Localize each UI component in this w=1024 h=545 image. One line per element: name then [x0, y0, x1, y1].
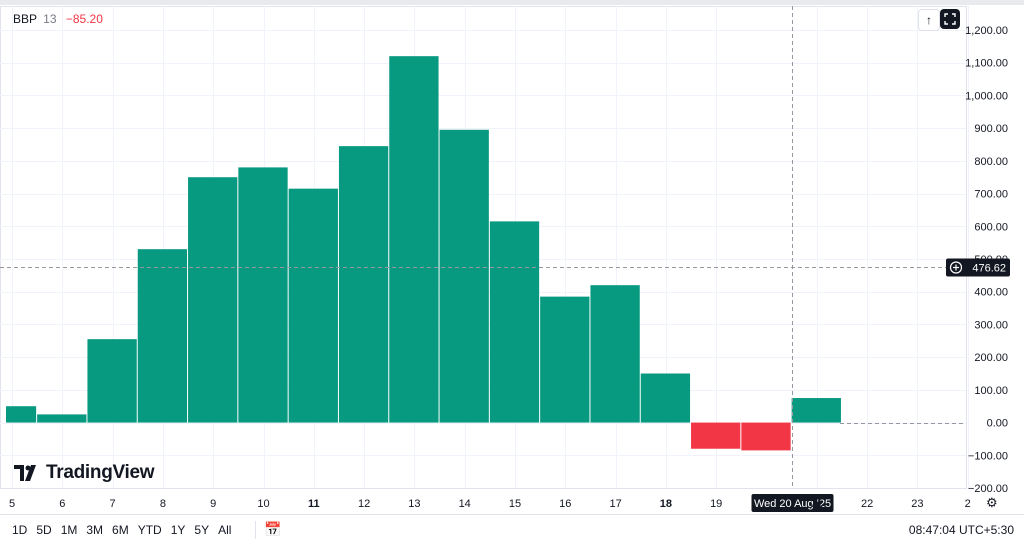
x-tick-label: 6	[59, 498, 65, 510]
range-button-1m[interactable]: 1M	[60, 523, 78, 537]
x-tick-label: 13	[408, 498, 420, 510]
histogram-bar	[439, 129, 489, 423]
arrow-up-icon: ↑	[926, 13, 932, 27]
y-tick-label: 400.00	[974, 287, 1008, 299]
y-tick-label: 0.00	[987, 418, 1008, 430]
x-tick-label: 11	[308, 498, 320, 510]
histogram-bar	[288, 188, 338, 423]
x-tick-label: 19	[710, 498, 722, 510]
y-tick-label: 1,200.00	[965, 25, 1008, 37]
legend-period: 13	[43, 12, 57, 26]
histogram-bar	[6, 406, 37, 423]
histogram-bar	[640, 373, 691, 423]
y-tick-label: 500.00	[974, 254, 1008, 266]
crosshair-price-label: 476.62	[972, 263, 1006, 275]
x-tick-label: 7	[110, 498, 116, 510]
x-tick-label: 23	[911, 498, 923, 510]
calendar-range-icon[interactable]: 📅	[264, 521, 282, 537]
legend-symbol: BBP	[13, 12, 37, 26]
histogram-bar	[188, 177, 238, 423]
range-button-3m[interactable]: 3M	[86, 523, 104, 537]
y-tick-label: −200.00	[968, 483, 1008, 495]
crosshair-date-box	[751, 494, 834, 512]
clock-timezone[interactable]: 08:47:04 UTC+5:30	[908, 523, 1014, 537]
y-tick-label: 100.00	[974, 385, 1008, 397]
y-axis[interactable]: −200.00 −100.00 0.00 100.00 200.00 300.00 400.…	[965, 25, 1008, 495]
tradingview-logo[interactable]: TradingView	[14, 462, 155, 484]
x-tick-label: 5	[9, 498, 15, 510]
crosshair-date-label: Wed 20 Aug '25	[754, 498, 831, 510]
histogram-bar	[37, 414, 87, 423]
x-tick-label: 10	[257, 498, 269, 510]
gear-icon[interactable]: ⚙	[986, 495, 998, 510]
bottom-toolbar: 1D 5D 1M 3M 6M YTD 1Y 5Y All 📅 08:47:04 UTC+5:30	[0, 514, 1024, 545]
x-tick-label: 8	[160, 498, 166, 510]
range-button-1y[interactable]: 1Y	[170, 523, 186, 537]
y-tick-label: 1,100.00	[965, 58, 1008, 70]
range-button-6m[interactable]: 6M	[112, 523, 129, 537]
y-tick-label: 1,000.00	[965, 90, 1008, 102]
range-button-all[interactable]: All	[218, 523, 232, 537]
y-tick-label: −100.00	[968, 450, 1008, 462]
fullscreen-button[interactable]	[940, 9, 960, 29]
plot-border	[0, 6, 967, 489]
y-tick-label: 800.00	[974, 156, 1008, 168]
date-range-buttons: 1D 5D 1M 3M 6M YTD 1Y 5Y All	[12, 523, 240, 537]
y-tick-label: 600.00	[974, 221, 1008, 233]
histogram-bar	[590, 285, 640, 423]
x-tick-label: 9	[210, 498, 216, 510]
toolbar-divider	[255, 521, 256, 539]
histogram-bar	[238, 167, 288, 423]
y-tick-label: 900.00	[974, 123, 1008, 135]
add-plus-icon	[949, 261, 963, 274]
x-tick-label: 14	[459, 498, 471, 510]
logo-text: TradingView	[46, 462, 155, 483]
y-tick-label: 300.00	[974, 319, 1008, 331]
histogram-bar	[691, 422, 741, 449]
histogram-bar	[540, 296, 590, 423]
overlays: 476.62 Wed 20 Aug '25	[0, 6, 1010, 512]
indicator-legend[interactable]: BBP 13 −85.20	[13, 12, 103, 26]
x-tick-label: 21	[811, 498, 823, 510]
x-tick-label: 17	[609, 498, 621, 510]
scroll-up-button[interactable]: ↑	[918, 9, 940, 31]
histogram-bar	[87, 339, 137, 423]
bars	[6, 56, 841, 451]
tradingview-logo-icon	[14, 465, 36, 481]
histogram-bar	[338, 146, 389, 423]
x-tick-label: 18	[660, 498, 672, 510]
range-button-5y[interactable]: 5Y	[194, 523, 210, 537]
histogram-bar	[791, 398, 841, 423]
fullscreen-icon	[944, 13, 956, 25]
bbp-chart[interactable]: 476.62 Wed 20 Aug '25 −200.00 −100.00 0.00 1…	[0, 0, 1024, 514]
histogram-bar	[489, 221, 540, 423]
range-button-1d[interactable]: 1D	[12, 523, 28, 537]
top-border	[0, 0, 1024, 5]
range-button-ytd[interactable]: YTD	[137, 523, 162, 537]
x-tick-label: 15	[509, 498, 521, 510]
x-tick-label: 16	[559, 498, 571, 510]
crosshair-price-box	[946, 258, 1010, 277]
histogram-bar	[137, 249, 188, 423]
range-button-5d[interactable]: 5D	[36, 523, 52, 537]
y-tick-label: 200.00	[974, 352, 1008, 364]
histogram-bar	[741, 422, 791, 451]
x-tick-label: 12	[358, 498, 370, 510]
x-axis[interactable]: 5 6 7 8 9 10 11 12 13 14 15 16 17 18 19 21 22 23 2	[9, 498, 971, 510]
histogram-bar	[389, 56, 439, 423]
y-tick-label: 700.00	[974, 189, 1008, 201]
x-tick-label: 2	[965, 498, 971, 510]
x-tick-label: 22	[861, 498, 873, 510]
legend-value: −85.20	[65, 12, 103, 26]
